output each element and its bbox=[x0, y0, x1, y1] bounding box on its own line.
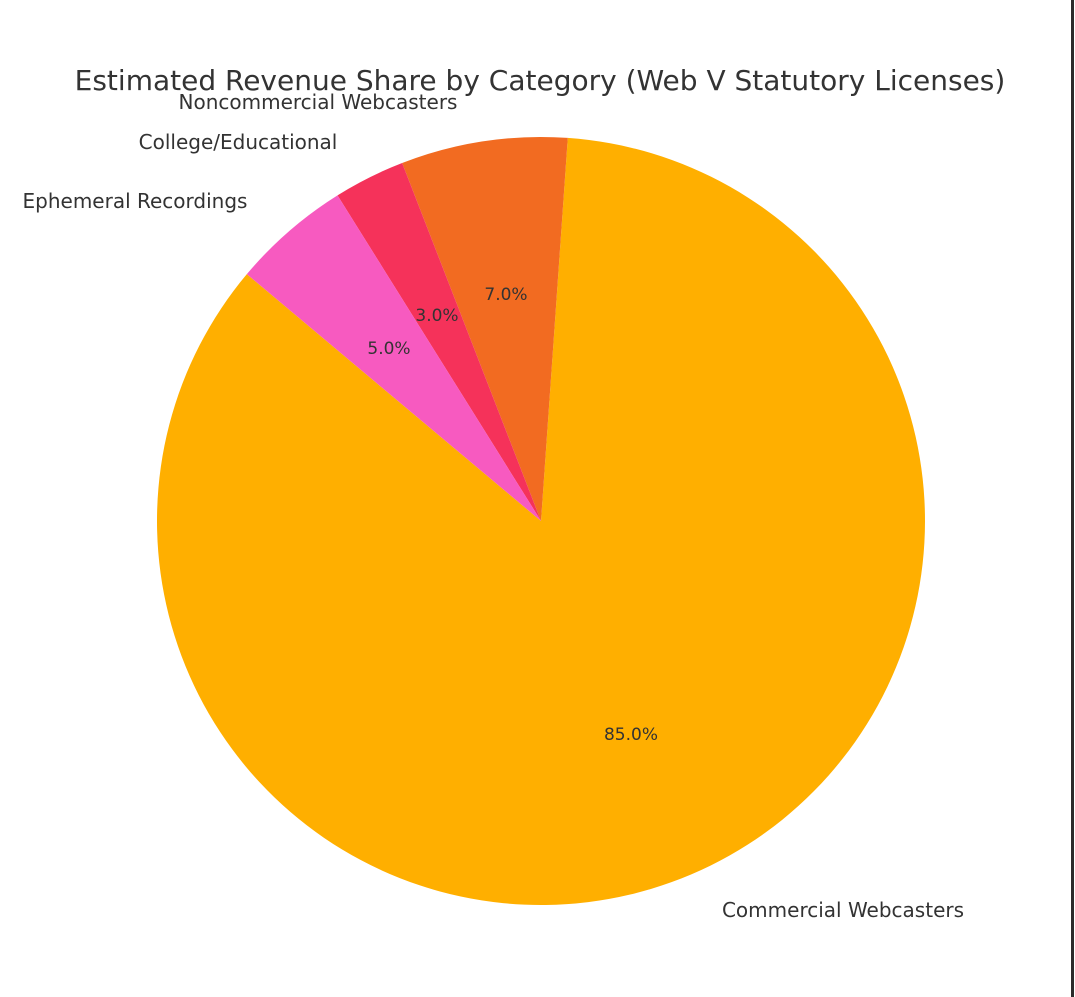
label-commercial-webcasters: Commercial Webcasters bbox=[722, 898, 964, 922]
pie-wedges bbox=[156, 137, 925, 905]
label-college-educational: College/Educational bbox=[139, 130, 338, 154]
chart-title: Estimated Revenue Share by Category (Web… bbox=[75, 64, 1006, 97]
wedge-commercial-webcasters bbox=[156, 137, 925, 905]
label-ephemeral-recordings: Ephemeral Recordings bbox=[23, 189, 248, 213]
pct-noncommercial-webcasters: 7.0% bbox=[484, 285, 527, 305]
label-noncommercial-webcasters: Noncommercial Webcasters bbox=[179, 90, 458, 114]
pct-college-educational: 3.0% bbox=[415, 306, 458, 326]
wedge-college-educational bbox=[337, 162, 541, 521]
pct-ephemeral-recordings: 5.0% bbox=[367, 339, 410, 359]
wedge-noncommercial-webcasters bbox=[402, 137, 568, 521]
pct-commercial-webcasters: 85.0% bbox=[604, 725, 658, 745]
wedge-ephemeral-recordings bbox=[246, 195, 541, 521]
